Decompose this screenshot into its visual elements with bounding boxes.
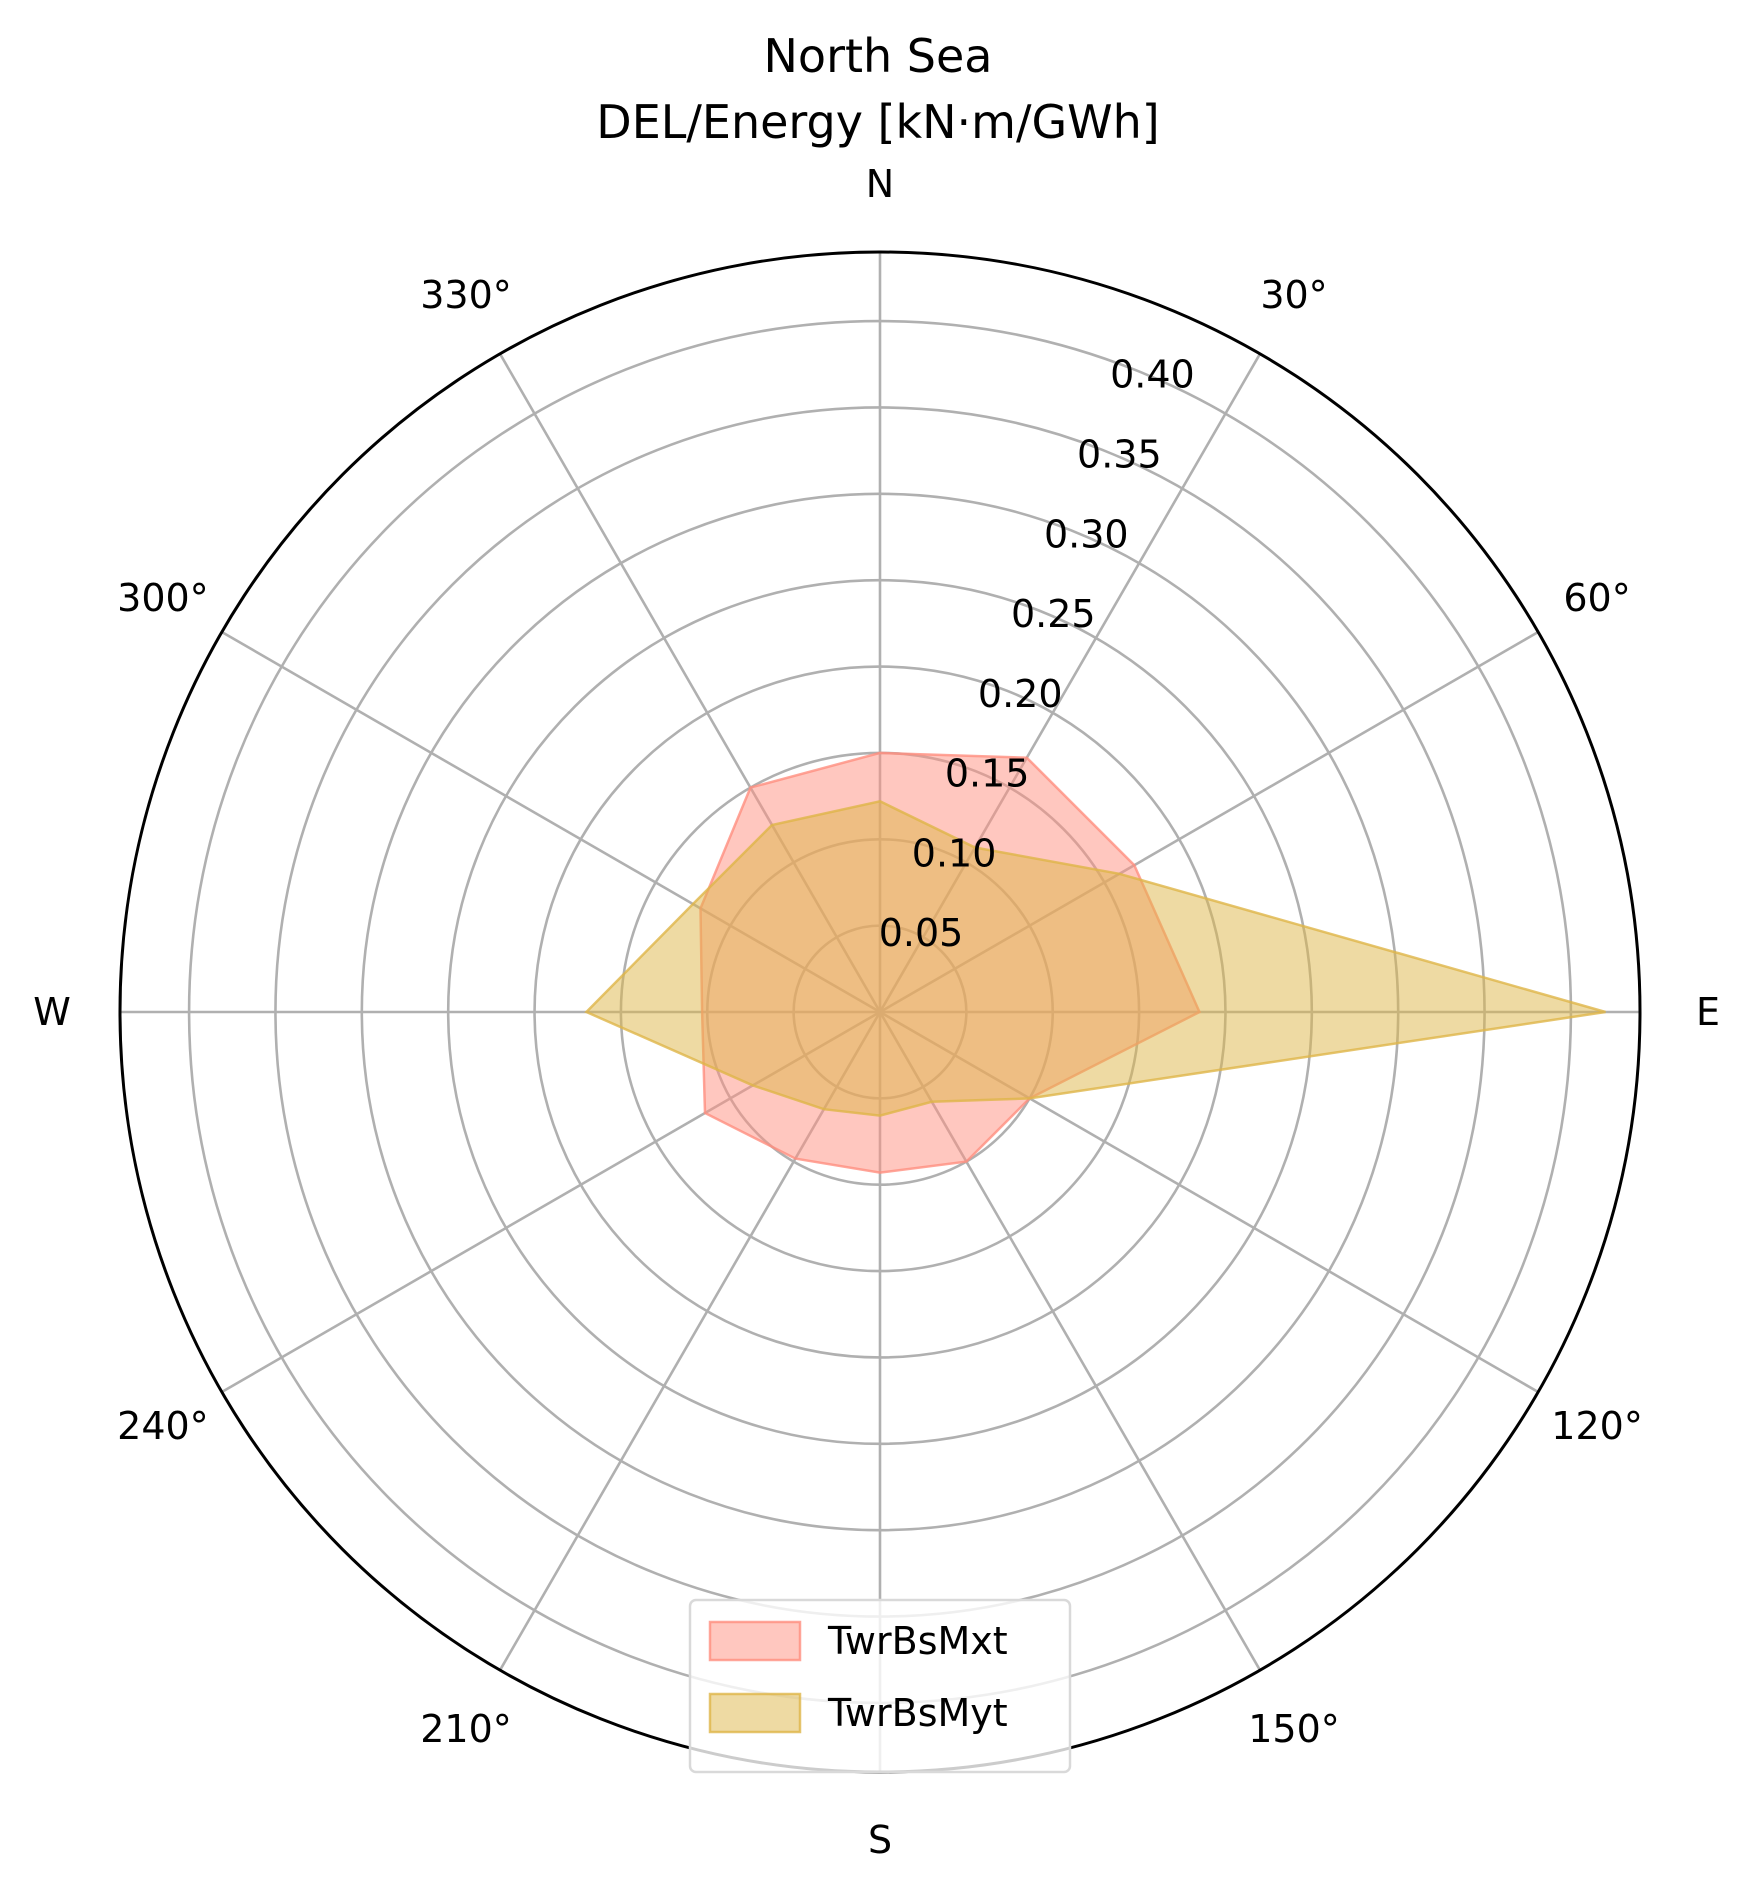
radial-tick-label: 0.10 [912,831,997,875]
series-area-TwrBsMyt [584,799,1606,1117]
angular-tick-label: S [868,1818,892,1862]
radial-tick-labels: 0.05 0.10 0.15 0.20 0.25 0.30 0.35 0.40 [879,353,1195,956]
radial-tick-label: 0.15 [945,752,1030,796]
angular-tick-label: 240° [117,1404,209,1448]
angular-tick-label: W [33,990,71,1034]
radial-tick-label: 0.25 [1011,592,1096,636]
angular-tick-label: 330° [420,273,512,317]
radial-tick-label: 0.05 [879,911,964,955]
angular-tick-label: 210° [420,1707,512,1751]
chart-title: North Sea [764,29,993,83]
angular-tick-labels: N 30° 60° E 120° 150° S 210° 240° W 300° 330° [33,162,1720,1862]
angular-tick-label: 300° [117,576,209,620]
angular-tick-label: 60° [1563,576,1630,620]
radial-tick-label: 0.20 [978,672,1063,716]
radial-tick-label: 0.40 [1110,353,1195,397]
legend-label-TwrBsMxt: TwrBsMxt [827,1619,1008,1663]
radial-tick-label: 0.35 [1077,432,1162,476]
angular-tick-label: 120° [1551,1404,1643,1448]
legend: TwrBsMxt TwrBsMyt [688,1598,1072,1774]
angular-tick-label: N [866,162,894,206]
legend-swatch-TwrBsMyt [708,1692,802,1734]
series-layer [584,751,1606,1174]
angular-tick-label: 30° [1260,273,1327,317]
angular-tick-label: E [1696,990,1720,1034]
legend-swatch-TwrBsMxt [708,1620,802,1662]
legend-label-TwrBsMyt: TwrBsMyt [827,1691,1008,1735]
radial-tick-label: 0.30 [1044,512,1129,556]
angular-tick-label: 150° [1248,1707,1340,1751]
chart-subtitle: DEL/Energy [kN·m/GWh] [596,95,1159,149]
